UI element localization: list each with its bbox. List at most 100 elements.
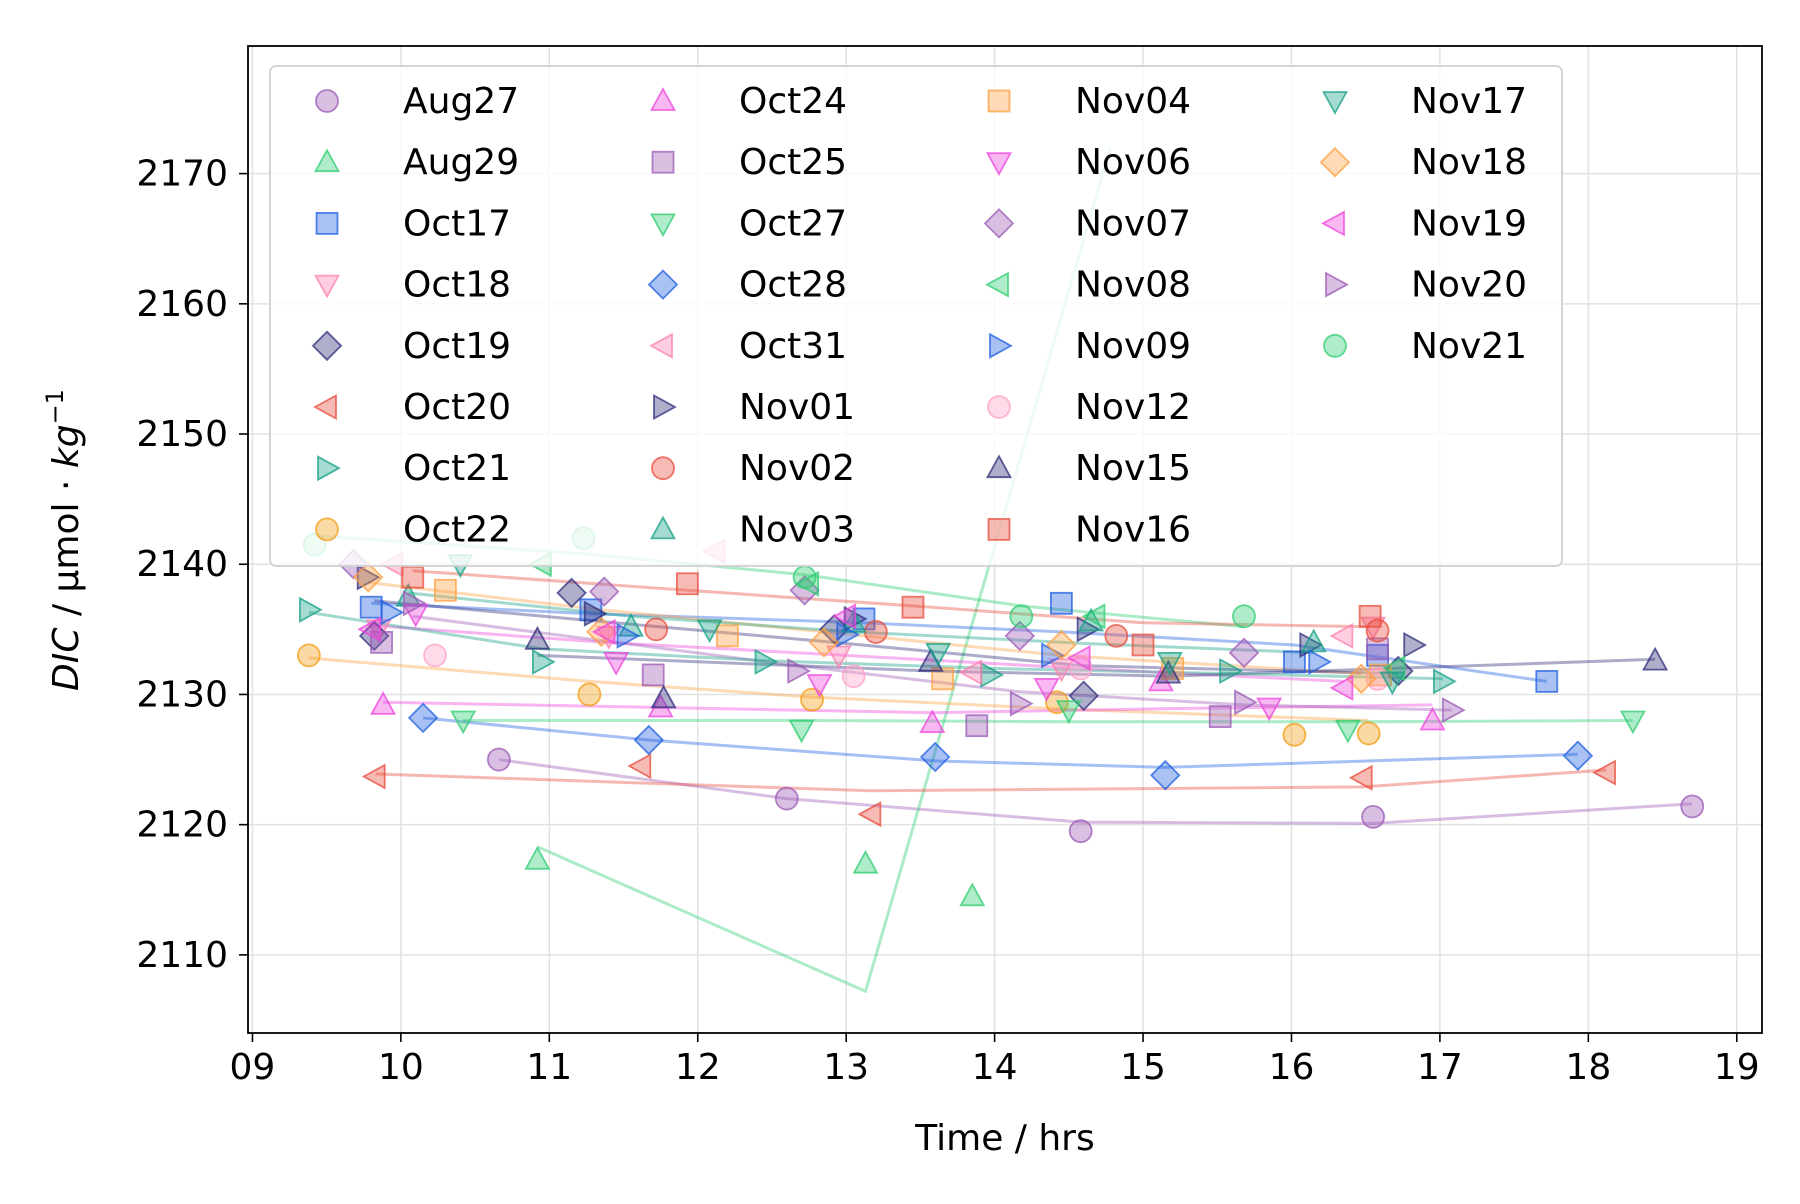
x-tick-label: 13 xyxy=(823,1047,869,1088)
legend-marker xyxy=(315,211,339,235)
x-tick-label: 11 xyxy=(526,1047,572,1088)
legend-marker xyxy=(649,87,677,111)
legend-marker xyxy=(649,213,677,238)
x-axis-label: Time / hrs xyxy=(914,1118,1095,1159)
legend-label: Nov20 xyxy=(1411,265,1527,306)
x-tick-label: 14 xyxy=(972,1047,1018,1088)
legend-marker xyxy=(983,208,1015,239)
legend-entry-nov12: Nov12 xyxy=(987,387,1191,428)
y-tick-label: 2160 xyxy=(136,284,228,325)
data-point-nov18 xyxy=(352,562,384,593)
data-point-nov19 xyxy=(357,616,382,643)
data-point-aug27 xyxy=(486,747,511,772)
legend-label: Oct28 xyxy=(739,265,847,306)
data-point-oct25 xyxy=(1366,637,1389,661)
data-point-nov16 xyxy=(901,595,925,619)
data-point-oct17 xyxy=(359,595,383,619)
data-point-nov03 xyxy=(395,582,422,607)
data-point-oct19 xyxy=(1068,680,1099,712)
data-point-oct25 xyxy=(965,714,989,738)
y-tick-label: 2140 xyxy=(136,544,228,585)
data-point-nov20 xyxy=(402,590,427,617)
data-point-nov06 xyxy=(806,674,833,698)
data-point-oct28 xyxy=(1150,759,1181,791)
data-point-nov03 xyxy=(1300,628,1327,653)
x-tick-label: 17 xyxy=(1417,1047,1463,1088)
data-point-nov18 xyxy=(1046,629,1077,661)
data-point-nov06 xyxy=(603,652,630,676)
legend-marker xyxy=(649,332,673,359)
y-axis-label-kg: kg xyxy=(46,424,87,468)
data-point-nov16 xyxy=(401,565,425,589)
data-point-aug27 xyxy=(1680,794,1705,819)
data-point-oct24 xyxy=(1419,706,1446,731)
legend-marker xyxy=(313,393,337,421)
data-point-nov09 xyxy=(616,622,641,649)
data-point-nov21 xyxy=(1232,604,1256,629)
data-point-nov12 xyxy=(1068,656,1093,681)
legend-marker xyxy=(1319,146,1351,178)
legend-marker xyxy=(987,395,1011,419)
data-point-nov16 xyxy=(1131,633,1155,657)
legend: Aug27 Aug29 Oct17 Oct18 Oct19 Oct20 Oct21 Oct22… xyxy=(269,65,1563,567)
data-point-oct21 xyxy=(1433,668,1457,695)
data-point-oct18 xyxy=(825,645,852,670)
data-point-nov01 xyxy=(583,600,608,627)
data-point-nov20 xyxy=(1441,697,1466,724)
data-point-nov16 xyxy=(675,572,699,596)
data-point-nov02 xyxy=(1365,618,1390,643)
data-point-oct17 xyxy=(1535,670,1559,693)
data-point-oct19 xyxy=(819,614,850,645)
data-point-oct27 xyxy=(450,710,477,735)
legend-label: Oct21 xyxy=(403,448,511,489)
legend-entry-nov21: Nov21 xyxy=(1323,326,1527,367)
data-point-nov07 xyxy=(1228,637,1260,669)
legend-label: Nov02 xyxy=(739,448,855,489)
legend-entry-nov06: Nov06 xyxy=(985,142,1191,183)
data-point-oct28 xyxy=(407,702,439,734)
data-point-nov19 xyxy=(832,603,857,630)
data-point-oct31 xyxy=(1329,622,1354,649)
legend-label: Nov12 xyxy=(1075,387,1191,428)
y-axis-label-exponent: −1 xyxy=(41,389,69,424)
legend-entry-oct22: Oct22 xyxy=(315,509,511,550)
y-tick-label: 2150 xyxy=(136,414,228,455)
legend-entry-nov15: Nov15 xyxy=(985,448,1191,489)
legend-entry-nov03: Nov03 xyxy=(649,509,855,550)
data-point-oct25 xyxy=(1208,705,1232,728)
legend-marker xyxy=(1323,333,1347,358)
data-point-oct21 xyxy=(532,648,556,675)
legend-label: Nov15 xyxy=(1075,448,1191,489)
legend-entry-oct21: Oct21 xyxy=(317,448,511,489)
x-tick-label: 09 xyxy=(230,1047,276,1088)
data-point-nov15 xyxy=(650,684,677,709)
y-axis-label-quantity: DIC xyxy=(46,627,87,691)
series-line xyxy=(412,569,1371,629)
y-axis-label: DIC / µmol · kg−1 xyxy=(41,389,87,691)
legend-label: Nov08 xyxy=(1075,265,1191,306)
x-tick-label: 19 xyxy=(1714,1047,1760,1088)
legend-label: Nov07 xyxy=(1075,203,1191,244)
x-tick-label: 15 xyxy=(1120,1047,1166,1088)
legend-marker xyxy=(311,330,343,362)
x-tick-label: 12 xyxy=(675,1047,721,1088)
data-point-nov06 xyxy=(1256,697,1283,722)
legend-label: Nov04 xyxy=(1075,81,1191,122)
legend-marker xyxy=(653,393,677,421)
legend-marker xyxy=(985,454,1013,479)
legend-label: Nov19 xyxy=(1411,203,1527,244)
data-point-oct20 xyxy=(627,753,652,780)
legend-marker xyxy=(989,332,1013,359)
data-point-oct31 xyxy=(958,659,983,686)
y-axis-label-unit: / µmol · xyxy=(46,468,87,627)
y-tick-label: 2110 xyxy=(136,935,228,976)
legend-marker xyxy=(313,274,341,299)
legend-marker xyxy=(315,89,339,113)
data-point-aug27 xyxy=(1361,804,1386,829)
legend-entry-aug27: Aug27 xyxy=(315,81,519,122)
data-point-nov15 xyxy=(524,625,551,650)
data-point-oct24 xyxy=(1147,667,1174,692)
ticks-layer: 09 10 11 12 13 14 15 16 17 18 19 2110 2120 2130 2140 21… xyxy=(136,154,1759,1088)
legend-entry-nov16: Nov16 xyxy=(987,509,1191,550)
